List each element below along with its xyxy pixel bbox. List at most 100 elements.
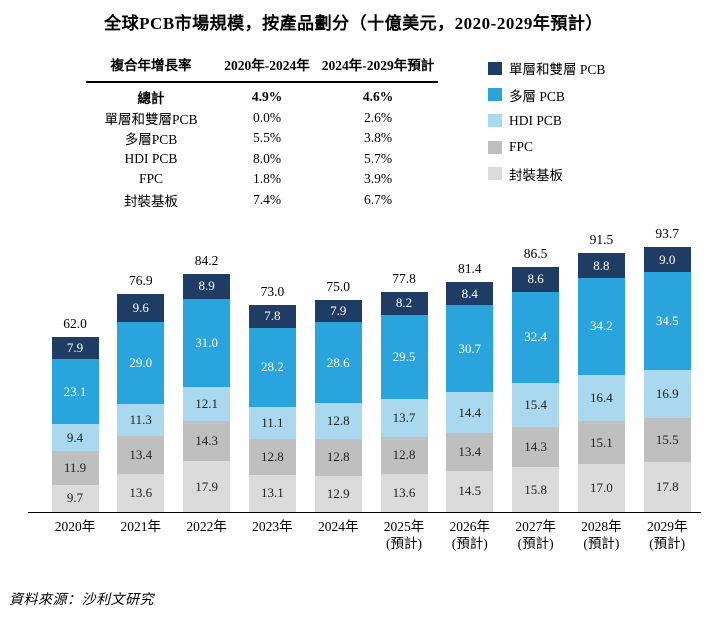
legend-swatch-icon <box>488 167 502 181</box>
bar-total-label: 81.4 <box>457 260 482 276</box>
cagr-value: 3.8% <box>363 130 393 146</box>
bar-2029年預計: 93.7 9.0 34.5 16.9 15.5 17.8 <box>643 226 691 512</box>
bar-segment: 9.6 <box>117 294 165 322</box>
cagr-header-2024-2029: 2024年-2029年預計 <box>321 58 435 73</box>
cagr-table-row: 單層和雙層PCB 0.0% 2.6% <box>86 108 438 129</box>
bar-total-label: 75.0 <box>326 278 350 294</box>
cagr-row-label: HDI PCB <box>124 150 178 166</box>
bar-2022年: 84.2 8.9 31.0 12.1 14.3 17.9 <box>183 252 231 512</box>
bar-segment: 15.8 <box>512 467 560 512</box>
bar-segment: 7.9 <box>314 299 362 323</box>
x-axis-labels: 2020年 2021年 2022年 2023年 2024年 2025年 (預計) 2026年… <box>28 519 701 559</box>
x-axis-tick-label: 2020年 <box>54 519 96 534</box>
legend-label: 封裝基板 <box>509 167 563 183</box>
x-axis-tick-label: 2028年 (預計) <box>581 519 622 551</box>
bar-segment: 31.0 <box>183 298 231 387</box>
bar-segment: 14.5 <box>446 470 494 512</box>
cagr-header-metric: 複合年增長率 <box>110 58 192 73</box>
x-axis-tick-label: 2022年 <box>186 519 227 534</box>
bar-total-label: 84.2 <box>194 252 219 268</box>
bar-segment: 15.1 <box>577 421 625 464</box>
x-axis-tick-label: 2029年 (預計) <box>646 519 688 551</box>
cagr-table-row: 多層PCB 5.5% 3.8% <box>86 128 438 149</box>
x-axis-tick-label: 2023年 <box>252 519 293 534</box>
bar-segment: 8.8 <box>577 253 625 278</box>
bar-segment: 12.8 <box>314 403 362 440</box>
legend-label: FPC <box>509 139 534 155</box>
x-axis-tick-label: 2026年 (預計) <box>449 519 491 551</box>
bar-segment: 8.9 <box>183 273 231 299</box>
cagr-row-label: 封裝基板 <box>124 193 178 209</box>
bar-segment: 29.5 <box>380 315 428 399</box>
legend-swatch-icon <box>488 88 502 102</box>
bar-segment: 13.1 <box>248 474 296 512</box>
bar-segment: 13.6 <box>117 473 165 512</box>
source-note: 資料來源：沙利文研究 <box>9 593 154 608</box>
legend-label: 多層 PCB <box>509 88 565 104</box>
cagr-value: 0.0% <box>252 109 282 125</box>
legend-label: HDI PCB <box>509 112 562 128</box>
x-axis-tick-label: 2025年 (預計) <box>383 519 425 551</box>
bar-segment: 9.4 <box>51 424 99 451</box>
bar-total-label: 73.0 <box>260 284 285 300</box>
bar-segment: 13.6 <box>380 473 428 512</box>
bar-segment: 11.9 <box>51 450 99 485</box>
bar-segment: 12.1 <box>183 386 231 421</box>
bar-segment: 8.2 <box>380 291 428 316</box>
bar-segment: 13.4 <box>117 435 165 474</box>
bar-segment: 8.6 <box>512 267 560 292</box>
bar-segment: 23.1 <box>51 358 99 425</box>
bar-segment: 11.3 <box>117 403 165 436</box>
bar-total-label: 91.5 <box>589 232 614 248</box>
bar-2026年預計: 81.4 8.4 30.7 14.4 13.4 14.5 <box>446 260 494 512</box>
bar-segment: 34.5 <box>643 272 691 370</box>
cagr-table-row: HDI PCB 8.0% 5.7% <box>86 149 438 170</box>
cagr-table-row: 總計 4.9% 4.6% <box>86 83 438 108</box>
bar-2025年預計: 77.8 8.2 29.5 13.7 12.8 13.6 <box>380 270 428 512</box>
legend-swatch-icon <box>488 140 502 154</box>
legend-label: 單層和雙層 PCB <box>509 62 606 78</box>
bar-segment: 11.1 <box>248 407 296 439</box>
x-axis-tick-label: 2021年 <box>120 519 162 534</box>
bar-segment: 17.8 <box>643 461 691 512</box>
bar-total-label: 77.8 <box>392 270 416 286</box>
cagr-value: 5.7% <box>363 150 393 166</box>
legend-item: FPC <box>488 134 605 160</box>
cagr-table-row: FPC 1.8% 3.9% <box>86 169 438 190</box>
bar-2021年: 76.9 9.6 29.0 11.3 13.4 13.6 <box>117 273 165 512</box>
bar-segment: 28.2 <box>248 327 296 408</box>
bar-total-label: 62.0 <box>63 315 87 331</box>
bar-segment: 14.4 <box>446 392 494 434</box>
cagr-value: 6.7% <box>363 191 393 207</box>
legend-item: 封裝基板 <box>488 161 605 187</box>
cagr-value: 1.8% <box>252 171 282 187</box>
bar-segment: 12.9 <box>314 475 362 512</box>
bar-segment: 34.2 <box>577 277 625 375</box>
cagr-header-2020-2024: 2020年-2024年 <box>224 58 310 73</box>
bar-segment: 7.9 <box>51 336 99 359</box>
cagr-value: 4.6% <box>362 89 394 105</box>
bar-segment: 12.8 <box>248 438 296 475</box>
cagr-row-label: 總計 <box>137 91 165 107</box>
bar-segment: 16.9 <box>643 369 691 418</box>
cagr-row-label: 多層PCB <box>124 132 178 148</box>
bar-segment: 12.8 <box>314 439 362 476</box>
bar-segment: 16.4 <box>577 374 625 422</box>
bar-2027年預計: 86.5 8.6 32.4 15.4 14.3 15.8 <box>512 246 560 512</box>
bar-2023年: 73.0 7.8 28.2 11.1 12.8 13.1 <box>248 284 296 512</box>
bar-segment: 29.0 <box>117 321 165 404</box>
legend-item: 多層 PCB <box>488 81 605 107</box>
bar-2024年: 75.0 7.9 28.6 12.8 12.8 12.9 <box>314 278 362 512</box>
cagr-value: 5.5% <box>252 130 282 146</box>
bar-segment: 15.4 <box>512 383 560 427</box>
legend-item: 單層和雙層 PCB <box>488 55 605 81</box>
bar-segment: 32.4 <box>512 291 560 384</box>
cagr-table-header: 複合年增長率 2020年-2024年 2024年-2029年預計 <box>86 54 438 83</box>
cagr-value: 8.0% <box>252 150 282 166</box>
cagr-table: 複合年增長率 2020年-2024年 2024年-2029年預計 總計 4.9% 4… <box>86 54 438 210</box>
bar-segment: 8.4 <box>446 281 494 306</box>
chart-title: 全球PCB市場規模，按產品劃分（十億美元，2020-2029年預計） <box>104 14 603 33</box>
x-axis-tick-label: 2024年 <box>317 519 359 534</box>
cagr-table-row: 封裝基板 7.4% 6.7% <box>86 190 438 211</box>
bar-2028年預計: 91.5 8.8 34.2 16.4 15.1 17.0 <box>577 232 625 512</box>
